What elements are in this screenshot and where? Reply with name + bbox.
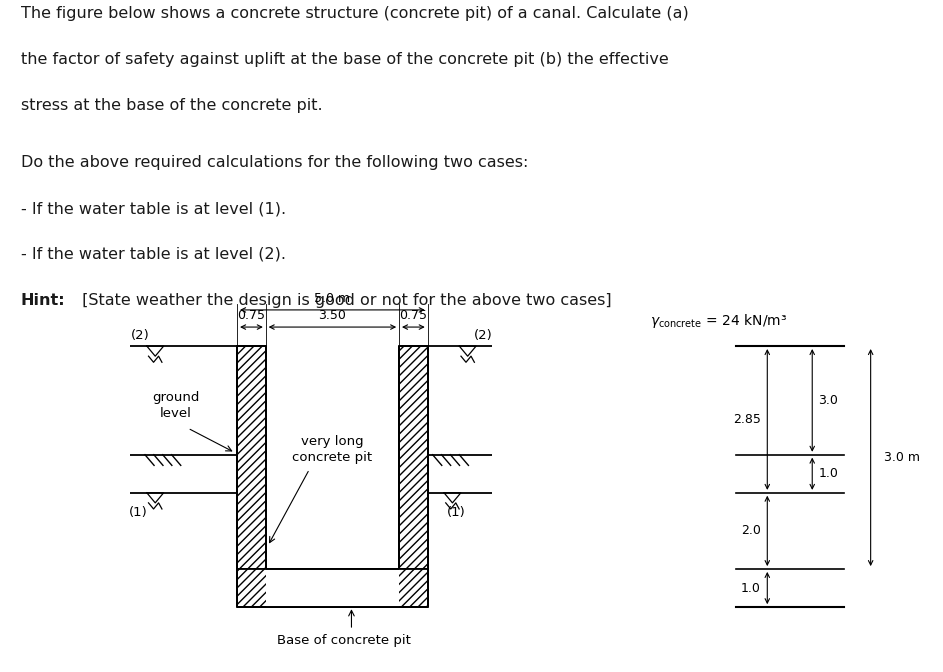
Bar <box>266 569 399 607</box>
Text: stress at the base of the concrete pit.: stress at the base of the concrete pit. <box>21 97 323 113</box>
Text: ground
level: ground level <box>153 391 200 421</box>
Text: very long
concrete pit: very long concrete pit <box>292 435 372 464</box>
Text: - If the water table is at level (2).: - If the water table is at level (2). <box>21 247 286 262</box>
Text: 3.50: 3.50 <box>319 310 346 323</box>
Text: 2.0: 2.0 <box>741 524 761 538</box>
Text: 1.0: 1.0 <box>819 467 838 480</box>
Text: [State weather the design is good or not for the above two cases]: [State weather the design is good or not… <box>76 293 611 308</box>
Bar <box>237 569 428 607</box>
Text: Base of concrete pit: Base of concrete pit <box>277 634 411 646</box>
Text: (2): (2) <box>130 329 149 341</box>
Text: 2.85: 2.85 <box>733 413 761 426</box>
Text: (2): (2) <box>473 329 492 341</box>
Text: 3.0: 3.0 <box>819 394 838 407</box>
Text: The figure below shows a concrete structure (concrete pit) of a canal. Calculate: The figure below shows a concrete struct… <box>21 6 688 21</box>
Text: (1): (1) <box>447 506 466 519</box>
Text: - If the water table is at level (1).: - If the water table is at level (1). <box>21 201 286 216</box>
Text: Hint:: Hint: <box>21 293 65 308</box>
Bar <box>399 346 428 569</box>
Text: $\gamma_{\mathrm{concrete}}$ = 24 kN/m³: $\gamma_{\mathrm{concrete}}$ = 24 kN/m³ <box>651 312 787 330</box>
Text: the factor of safety against uplift at the base of the concrete pit (b) the effe: the factor of safety against uplift at t… <box>21 52 669 67</box>
Text: 0.75: 0.75 <box>238 310 265 323</box>
Bar <box>237 346 266 569</box>
Text: Do the above required calculations for the following two cases:: Do the above required calculations for t… <box>21 155 528 170</box>
Text: (1): (1) <box>128 506 147 519</box>
Text: 3.0 m: 3.0 m <box>885 451 920 464</box>
Text: 1.0: 1.0 <box>741 581 761 595</box>
Text: 5.0 m: 5.0 m <box>314 292 351 305</box>
Text: 0.75: 0.75 <box>400 310 427 323</box>
